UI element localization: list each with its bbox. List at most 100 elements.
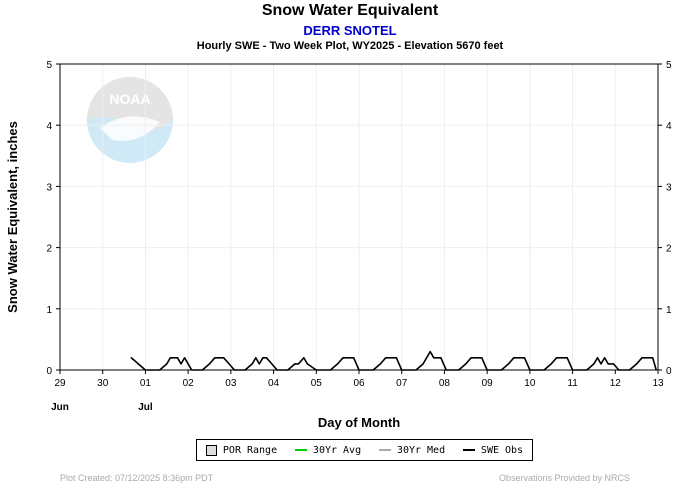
data-point — [628, 369, 631, 371]
y-tick-label-left: 5 — [46, 60, 52, 71]
data-point — [429, 351, 431, 353]
data-point — [214, 357, 216, 359]
plot-created-note: Plot Created: 07/12/2025 8:36pm PDT — [60, 473, 214, 483]
avg-line-swatch — [294, 449, 307, 451]
logo-wordmark: NOAA — [109, 91, 150, 107]
y-tick-label-right: 1 — [666, 305, 672, 316]
legend-item-por: POR Range — [205, 444, 278, 456]
data-point — [513, 357, 515, 359]
data-point — [401, 369, 403, 371]
series-swe-obs — [130, 350, 657, 371]
data-point — [144, 369, 147, 371]
data-point — [244, 369, 246, 371]
y-tick-label-left: 3 — [46, 182, 52, 193]
y-tick-label-right: 4 — [666, 121, 672, 132]
data-point — [134, 360, 136, 362]
data-point — [465, 363, 467, 365]
y-tick-label-left: 1 — [46, 305, 52, 316]
data-point — [426, 357, 428, 359]
data-point — [607, 363, 609, 365]
data-point — [137, 363, 139, 365]
y-tick-label-right: 2 — [666, 244, 672, 255]
station-name: DERR SNOTEL — [303, 23, 397, 38]
x-tick-label: 10 — [524, 378, 536, 389]
data-point — [481, 357, 483, 359]
data-point — [159, 369, 161, 371]
legend: POR Range 30Yr Avg 30Yr Med SWE Obs — [196, 439, 533, 461]
y-tick-label-right: 5 — [666, 60, 672, 71]
x-tick-label: 13 — [652, 378, 664, 389]
data-point — [618, 369, 620, 371]
y-tick-label-right: 0 — [666, 366, 672, 377]
x-tick-label: 05 — [311, 378, 323, 389]
data-point — [395, 357, 397, 359]
legend-label: 30Yr Avg — [312, 444, 362, 456]
data-point — [486, 369, 488, 371]
data-point — [555, 357, 558, 359]
data-point — [342, 357, 344, 359]
data-point — [379, 363, 381, 365]
y-tick-label-right: 3 — [666, 182, 672, 193]
legend-item-obs: SWE Obs — [462, 444, 524, 456]
data-point — [297, 363, 300, 365]
legend-label: 30Yr Med — [396, 444, 446, 456]
data-point — [130, 357, 132, 359]
data-credit-note: Observations Provided by NRCS — [498, 473, 630, 483]
data-point — [596, 357, 599, 359]
x-tick-label: 11 — [567, 378, 578, 389]
data-point — [422, 363, 424, 365]
por-range-swatch — [205, 444, 217, 456]
x-tick-label: 08 — [439, 378, 451, 389]
data-point — [445, 369, 447, 371]
data-point — [433, 357, 435, 359]
data-point — [169, 357, 171, 359]
data-point — [566, 357, 568, 359]
data-point — [166, 363, 168, 365]
data-point — [191, 369, 193, 371]
data-point — [571, 369, 574, 371]
legend-item-avg: 30Yr Avg — [294, 444, 362, 456]
legend-label: POR Range — [222, 444, 278, 456]
data-point — [655, 369, 657, 371]
y-tick-label-left: 2 — [46, 244, 52, 255]
data-point — [251, 363, 253, 365]
median-line-swatch — [378, 449, 391, 451]
data-point — [507, 363, 510, 365]
x-tick-label: 07 — [396, 378, 408, 389]
data-point — [306, 363, 308, 365]
y-axis-title: Snow Water Equivalent, inches — [5, 121, 20, 313]
data-point — [458, 369, 460, 371]
x-tick-label: 09 — [482, 378, 494, 389]
data-point — [440, 357, 442, 359]
data-point — [470, 357, 472, 359]
data-point — [337, 363, 339, 365]
x-tick-label: 06 — [353, 378, 365, 389]
data-point — [223, 357, 225, 359]
data-point — [612, 363, 615, 365]
grid-lines — [60, 64, 658, 370]
data-point — [255, 357, 257, 359]
month-label: Jun — [51, 402, 69, 413]
x-tick-label: 02 — [183, 378, 195, 389]
data-point — [523, 357, 526, 359]
data-point — [303, 357, 305, 359]
noaa-logo: NOAA — [87, 77, 173, 163]
data-point — [604, 357, 606, 359]
data-point — [287, 369, 289, 371]
data-point — [550, 363, 552, 365]
obs-line-swatch — [462, 449, 475, 451]
data-point — [415, 369, 417, 371]
x-tick-label: 29 — [54, 378, 66, 389]
legend-item-median: 30Yr Med — [378, 444, 446, 456]
data-point — [265, 357, 268, 359]
data-point — [652, 357, 654, 359]
series-line-swe-obs — [130, 350, 657, 371]
data-point — [593, 363, 595, 365]
data-point — [372, 369, 374, 371]
data-point — [358, 369, 360, 371]
data-point — [315, 369, 317, 371]
data-point — [500, 369, 502, 371]
legend-label: SWE Obs — [480, 444, 524, 456]
